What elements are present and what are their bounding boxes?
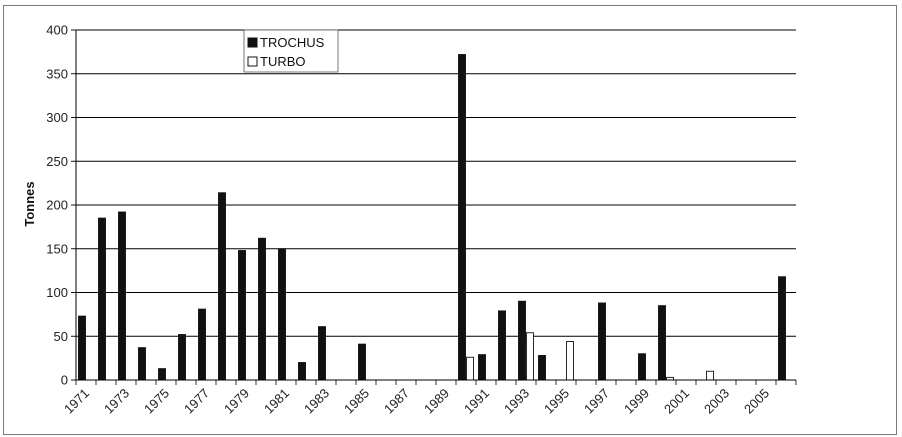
bar-trochus-1979 [238, 250, 246, 381]
bar-turbo-1990 [466, 356, 474, 381]
y-axis-title: Tonnes [22, 181, 37, 226]
x-tick-label: 1987 [381, 386, 412, 417]
y-tick-label: 100 [46, 285, 68, 300]
y-axis-ticks: 0 50 100 150 200 250 300 350 400 [46, 23, 76, 388]
x-tick-label: 1985 [341, 386, 372, 417]
bar-trochus-1974 [138, 347, 146, 381]
bar-trochus-1980 [258, 237, 266, 381]
gridlines [76, 29, 796, 381]
x-tick-label: 1975 [141, 386, 172, 417]
x-tick-label: 1997 [581, 386, 612, 417]
x-tick-label: 1999 [621, 386, 652, 417]
bar-turbo-2002 [706, 370, 714, 381]
bar-trochus-1992 [498, 310, 506, 381]
x-tick-label: 1995 [541, 386, 572, 417]
x-tick-label: 1979 [221, 386, 252, 417]
x-tick-label: 2005 [741, 386, 772, 417]
bar-trochus-1997 [598, 302, 606, 381]
y-tick-label: 200 [46, 198, 68, 213]
y-tick-label: 400 [46, 23, 68, 38]
bar-trochus-1982 [298, 362, 306, 381]
bar-trochus-1977 [198, 308, 206, 381]
y-tick-label: 350 [46, 66, 68, 81]
legend-swatch-trochus [247, 37, 258, 48]
bars [78, 54, 786, 381]
bar-trochus-1994 [538, 355, 546, 381]
x-tick-label: 1973 [101, 386, 132, 417]
legend-swatch-turbo [247, 56, 258, 67]
bar-trochus-1981 [278, 248, 286, 381]
bar-trochus-1973 [118, 211, 126, 381]
x-axis-ticks: 1971 1973 1975 1977 1979 1981 1983 1985 1987 1989… [61, 380, 797, 417]
legend-label-trochus: TROCHUS [260, 35, 325, 50]
legend-label-turbo: TURBO [260, 54, 306, 69]
bar-trochus-1991 [478, 354, 486, 381]
bar-trochus-2006 [778, 276, 786, 381]
y-tick-label: 300 [46, 110, 68, 125]
bar-trochus-1985 [358, 343, 366, 381]
bar-trochus-1972 [98, 217, 106, 381]
y-tick-label: 250 [46, 154, 68, 169]
bar-trochus-1990 [458, 54, 466, 381]
x-tick-label: 1993 [501, 386, 532, 417]
x-tick-label: 2003 [701, 386, 732, 417]
bar-trochus-1978 [218, 192, 226, 381]
bar-turbo-1993 [526, 332, 534, 381]
bar-trochus-1999 [638, 353, 646, 381]
x-tick-label: 1991 [461, 386, 492, 417]
y-tick-label: 50 [54, 329, 68, 344]
chart-frame [3, 5, 897, 435]
y-tick-label: 150 [46, 241, 68, 256]
bar-trochus-2000 [658, 305, 666, 381]
x-tick-label: 1977 [181, 386, 212, 417]
x-tick-label: 1981 [261, 386, 292, 417]
bar-trochus-1983 [318, 326, 326, 381]
bar-trochus-1971 [78, 315, 86, 381]
legend: TROCHUS TURBO [243, 29, 339, 73]
bar-trochus-1976 [178, 334, 186, 381]
x-tick-label: 1971 [61, 386, 92, 417]
x-tick-label: 1983 [301, 386, 332, 417]
x-tick-label: 2001 [661, 386, 692, 417]
bar-turbo-1995 [566, 341, 574, 381]
legend-box [243, 29, 339, 73]
y-tick-label: 0 [61, 373, 68, 388]
x-tick-label: 1989 [421, 386, 452, 417]
bar-trochus-1993 [518, 300, 526, 381]
bar-trochus-1975 [158, 368, 166, 381]
